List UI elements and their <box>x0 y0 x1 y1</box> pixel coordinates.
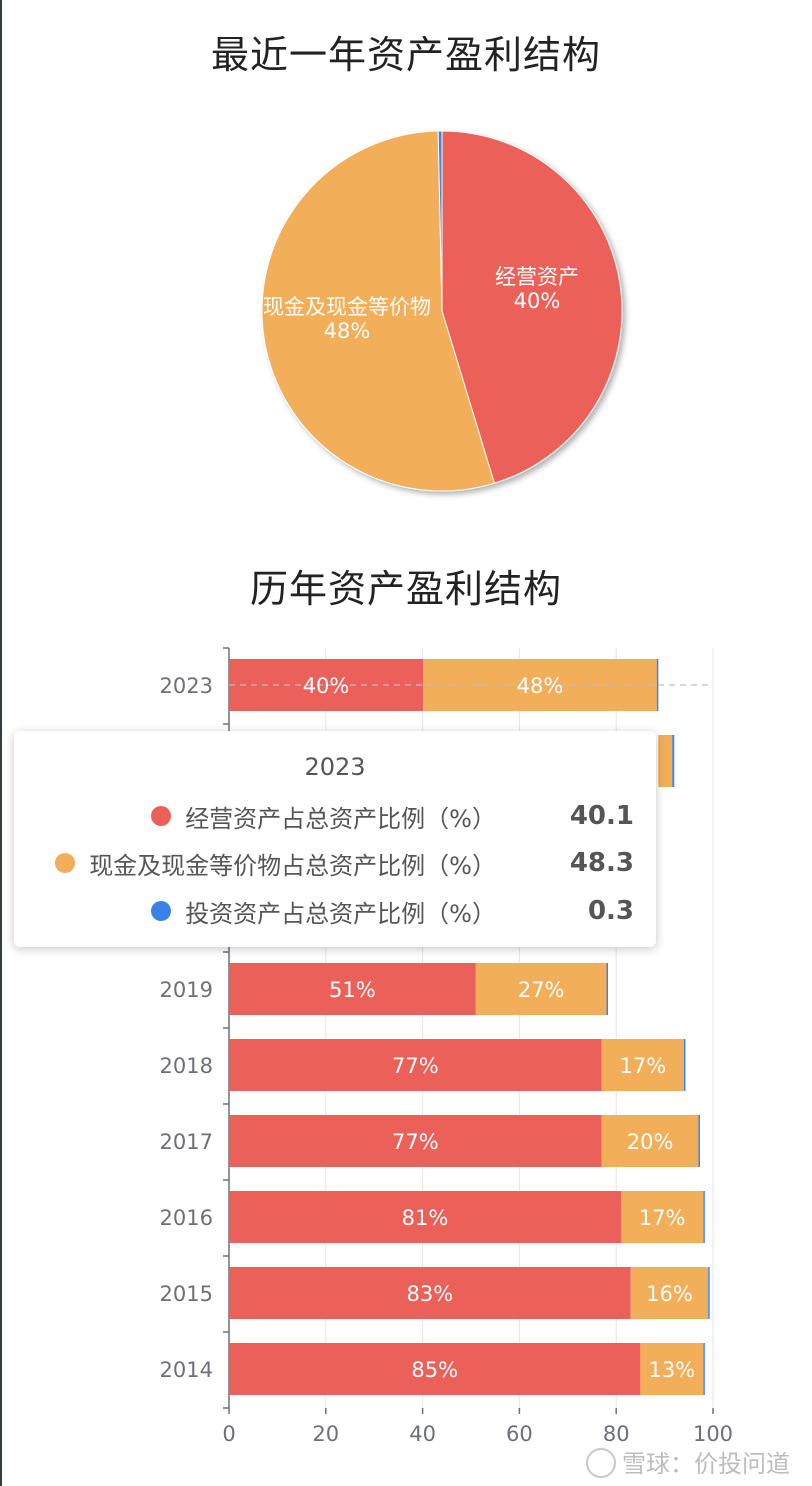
tooltip-label: 投资资产占总资产比例（%） <box>185 899 496 928</box>
series-dot-icon <box>151 806 172 826</box>
tooltip-value: 48.3 <box>569 848 634 878</box>
pie-slice-label: 现金及现金等价物 <box>263 295 431 319</box>
bar-segment <box>601 1115 699 1167</box>
bar-segment <box>229 1039 602 1091</box>
pie-slice-label: 经营资产 <box>495 265 579 289</box>
bar-segment <box>606 963 609 1015</box>
bar-value-label: 83% <box>407 1282 454 1306</box>
bar-value-label: 17% <box>639 1206 686 1230</box>
pie-slice-percent: 40% <box>514 289 561 313</box>
chart-tooltip: 2023 经营资产占总资产比例（%） 40.1 现金及现金等价物占总资产比例（%… <box>14 731 656 947</box>
tooltip-row-cash: 现金及现金等价物占总资产比例（%） 48.3 <box>14 843 656 883</box>
window-edge <box>0 0 2 1486</box>
bar-segment <box>621 1191 704 1243</box>
bar-value-label: 40% <box>303 674 350 698</box>
tooltip-year: 2023 <box>304 753 366 781</box>
pie-slice <box>441 130 623 484</box>
bar-segment <box>698 1115 700 1167</box>
x-tick-label: 60 <box>506 1422 533 1446</box>
bar-chart-title: 历年资产盈利结构 <box>249 567 562 611</box>
y-tick-label: 2014 <box>160 1358 213 1382</box>
bar-segment <box>229 963 476 1015</box>
tooltip-value: 0.3 <box>587 896 634 926</box>
bar-segment <box>601 1039 684 1091</box>
pie-slice <box>261 130 496 492</box>
bar-segment <box>708 1267 710 1319</box>
bar-segment-hidden <box>658 735 673 787</box>
bar-segment <box>229 1267 631 1319</box>
bar-value-label: 48% <box>517 674 564 698</box>
watermark: 雪球：价投问道 <box>586 1444 790 1480</box>
bar-value-label: 20% <box>627 1130 674 1154</box>
x-tick-label: 0 <box>222 1422 235 1446</box>
xueqiu-logo-icon <box>586 1448 616 1478</box>
bar-value-label: 77% <box>392 1054 439 1078</box>
series-dot-icon <box>151 901 172 921</box>
tooltip-row-investment: 投资资产占总资产比例（%） 0.3 <box>14 891 656 931</box>
tooltip-row-operating: 经营资产占总资产比例（%） 40.1 <box>14 796 656 836</box>
tooltip-value: 40.1 <box>569 801 634 831</box>
series-dot-icon <box>55 853 76 873</box>
bar-segment-hidden <box>672 735 675 787</box>
x-tick-label: 20 <box>312 1422 339 1446</box>
bar-segment <box>703 1191 705 1243</box>
bar-value-label: 27% <box>518 978 565 1002</box>
bar-value-label: 85% <box>411 1358 458 1382</box>
pie-chart-title: 最近一年资产盈利结构 <box>210 33 601 77</box>
bar-segment <box>229 659 424 711</box>
bar-value-label: 13% <box>649 1358 696 1382</box>
x-tick-label: 100 <box>693 1422 733 1446</box>
y-tick-label: 2018 <box>160 1054 213 1078</box>
bar-value-label: 17% <box>619 1054 666 1078</box>
y-tick-label: 2019 <box>160 978 213 1002</box>
y-tick-label: 2015 <box>160 1282 213 1306</box>
bar-segment <box>229 1191 622 1243</box>
bar-value-label: 51% <box>329 978 376 1002</box>
bar-segment <box>475 963 607 1015</box>
x-tick-label: 40 <box>409 1422 436 1446</box>
bar-segment <box>630 1267 709 1319</box>
bar-segment <box>683 1039 686 1091</box>
tooltip-label: 现金及现金等价物占总资产比例（%） <box>89 851 496 880</box>
bar-value-label: 16% <box>646 1282 693 1306</box>
y-tick-label: 2023 <box>160 674 213 698</box>
pie-slice-percent: 48% <box>324 319 371 343</box>
x-tick-label: 80 <box>603 1422 630 1446</box>
y-tick-label: 2016 <box>160 1206 213 1230</box>
bar-segment <box>656 659 659 711</box>
bar-segment <box>229 1343 641 1395</box>
bar-segment <box>703 1343 705 1395</box>
bar-value-label: 77% <box>392 1130 439 1154</box>
tooltip-label: 经营资产占总资产比例（%） <box>185 804 496 833</box>
pie-slice <box>437 130 443 312</box>
watermark-text: 雪球：价投问道 <box>622 1450 790 1478</box>
y-tick-label: 2017 <box>160 1130 213 1154</box>
bar-value-label: 81% <box>402 1206 449 1230</box>
bar-segment <box>640 1343 704 1395</box>
pie-chart <box>261 130 623 492</box>
bar-segment <box>229 1115 602 1167</box>
